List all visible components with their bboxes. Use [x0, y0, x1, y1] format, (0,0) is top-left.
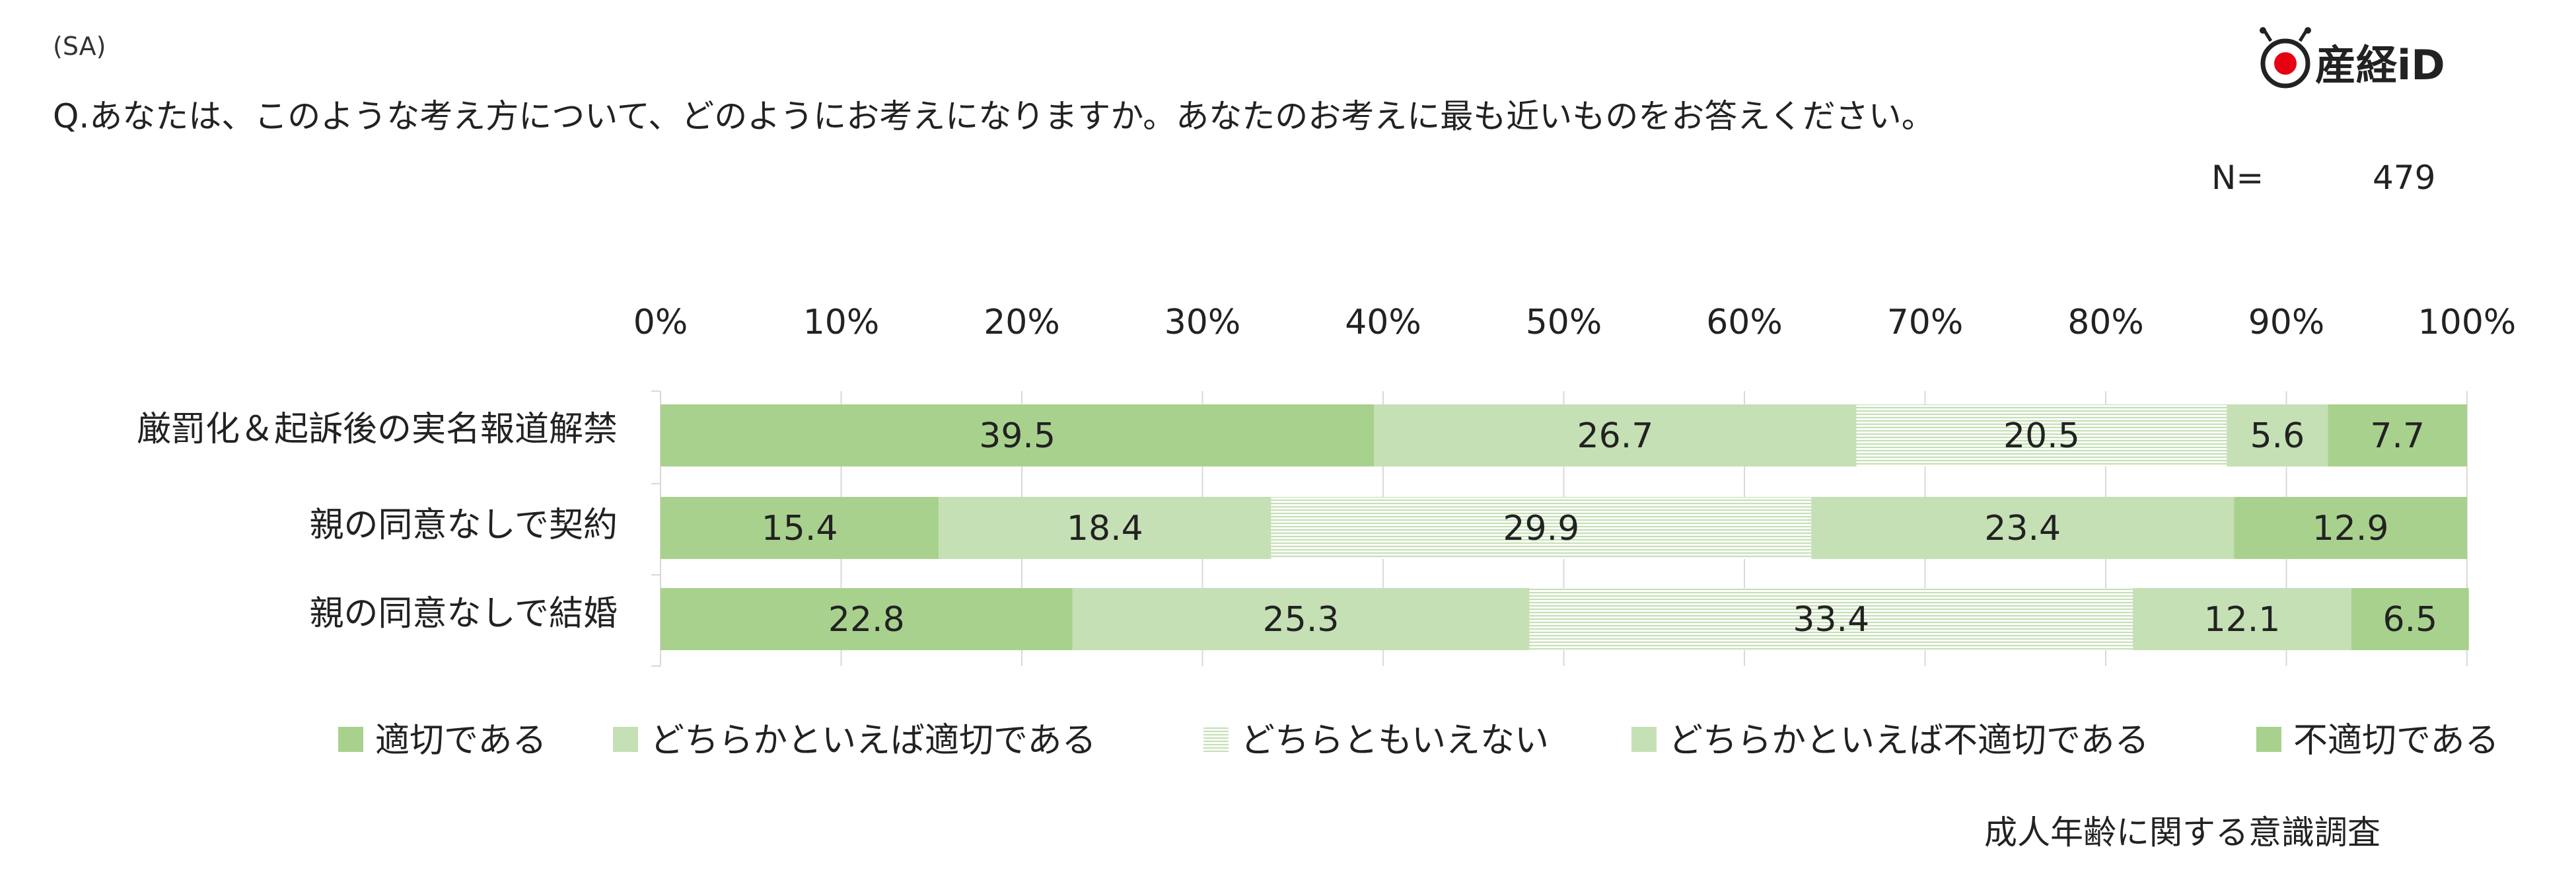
sa-label: (SA)	[53, 32, 106, 61]
bar-segment	[2328, 404, 2467, 466]
data-label: 12.1	[2204, 600, 2281, 640]
legend-swatch	[613, 727, 638, 752]
x-tick-label: 80%	[2067, 303, 2144, 342]
bar-segment	[2351, 588, 2469, 650]
legend-swatch	[2256, 727, 2281, 752]
bar-segment	[1374, 404, 1857, 466]
data-label: 29.9	[1503, 509, 1579, 548]
x-tick-label: 30%	[1164, 303, 1241, 342]
legend-label: 適切である	[375, 721, 546, 761]
x-tick-label: 100%	[2418, 303, 2517, 342]
bar-segment	[1856, 404, 2227, 466]
bar-segment	[2133, 588, 2351, 650]
category-label: 親の同意なしで契約	[310, 505, 618, 545]
x-tick-label: 70%	[1887, 303, 1964, 342]
x-tick-label: 20%	[984, 303, 1060, 342]
data-label: 39.5	[979, 416, 1055, 456]
x-tick-label: 90%	[2248, 303, 2325, 342]
bar-segment	[1271, 497, 1812, 559]
data-label: 26.7	[1577, 416, 1654, 456]
data-label: 12.9	[2312, 509, 2389, 548]
x-tick-label: 50%	[1526, 303, 1602, 342]
legend-swatch	[1203, 727, 1229, 752]
legend-label: 不適切である	[2293, 721, 2499, 761]
bar-segment	[1529, 588, 2133, 650]
bar-segment	[1072, 588, 1530, 650]
bar-segment	[661, 404, 1375, 466]
legend-label: どちらかといえば不適切である	[1668, 721, 2149, 761]
x-tick-label: 10%	[803, 303, 880, 342]
question-text: Q.あなたは、このような考え方について、どのようにお考えになりますか。あなたのお…	[53, 97, 1935, 135]
bar-segment	[2234, 497, 2467, 559]
data-label: 22.8	[828, 600, 905, 640]
x-tick-label: 60%	[1706, 303, 1783, 342]
data-label: 7.7	[2370, 416, 2425, 456]
data-label: 15.4	[762, 509, 838, 548]
data-label: 5.6	[2250, 416, 2305, 456]
data-label: 33.4	[1793, 600, 1869, 640]
data-label: 6.5	[2382, 600, 2437, 640]
bar-segment	[661, 497, 939, 559]
legend-swatch	[338, 727, 363, 752]
category-label: 親の同意なしで結婚	[310, 594, 618, 634]
legend-label: どちらともいえない	[1240, 721, 1549, 761]
logo-mascot-icon	[2260, 27, 2311, 89]
data-label: 18.4	[1067, 509, 1143, 548]
sample-size-label: N=	[2211, 159, 2264, 197]
data-label: 25.3	[1263, 600, 1340, 640]
logo-text: 産経iD	[2315, 41, 2445, 89]
bar-segment	[1811, 497, 2235, 559]
bar-segment	[2227, 404, 2328, 466]
legend-label: どちらかといえば適切である	[650, 721, 1096, 761]
category-label: 厳罰化＆起訴後の実名報道解禁	[137, 410, 618, 449]
x-tick-label: 0%	[633, 303, 688, 342]
sample-size-value: 479	[2373, 159, 2436, 197]
data-label: 23.4	[1984, 509, 2061, 548]
legend-swatch	[1631, 727, 1657, 752]
data-label: 20.5	[2003, 416, 2080, 456]
bar-segment	[661, 588, 1073, 650]
sankei-id-logo: 産経iD	[2252, 26, 2445, 93]
survey-source: 成人年齢に関する意識調査	[1984, 813, 2380, 852]
bar-segment	[939, 497, 1271, 559]
x-tick-label: 40%	[1345, 303, 1421, 342]
